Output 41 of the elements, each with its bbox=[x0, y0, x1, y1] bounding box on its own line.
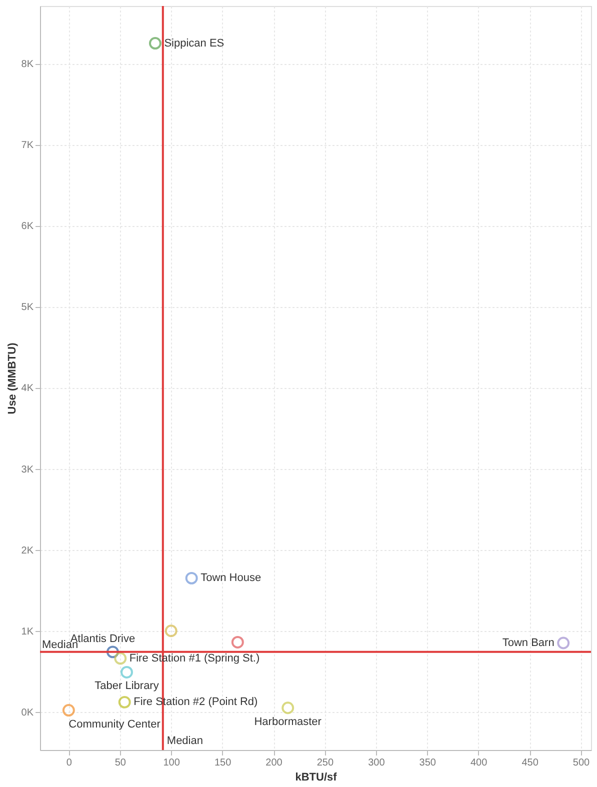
x-axis-title: kBTU/sf bbox=[295, 772, 338, 784]
y-axis-title: Use (MMBTU) bbox=[6, 342, 18, 414]
point bbox=[148, 37, 162, 50]
point bbox=[185, 572, 198, 584]
x-tick-label: 100 bbox=[163, 758, 180, 768]
x-tick-label: 0 bbox=[66, 758, 72, 768]
point bbox=[557, 636, 570, 650]
ref-line-label: Median bbox=[42, 638, 78, 651]
annotation: Harbormaster bbox=[254, 716, 322, 728]
x-tick-label: 150 bbox=[214, 758, 232, 768]
annotation: Town Barn bbox=[502, 637, 554, 650]
x-tick-label: 250 bbox=[316, 758, 334, 768]
y-tick-label: 4K bbox=[21, 383, 34, 394]
point bbox=[114, 652, 127, 665]
y-tick-label: 7K bbox=[21, 140, 34, 152]
x-tick-label: 500 bbox=[572, 758, 590, 768]
x-tick-label: 50 bbox=[114, 758, 126, 768]
y-tick-label: 1K bbox=[21, 626, 34, 638]
x-tick-label: 350 bbox=[419, 758, 436, 768]
y-tick-label: 2K bbox=[21, 545, 34, 556]
point bbox=[62, 704, 75, 717]
annotation: Taber Library bbox=[94, 680, 160, 692]
point bbox=[118, 696, 131, 708]
y-tick-label: 5K bbox=[21, 302, 34, 314]
y-tick-label: 6K bbox=[21, 221, 34, 232]
x-tick-label: 200 bbox=[266, 758, 283, 768]
point bbox=[231, 636, 244, 648]
point bbox=[164, 624, 178, 638]
point bbox=[282, 702, 294, 714]
annotation: Sippican ES bbox=[164, 37, 224, 50]
point bbox=[106, 646, 119, 658]
y-tick-label: 3K bbox=[21, 464, 34, 476]
y-tick-label: 0K bbox=[21, 707, 34, 718]
annotation: Community Center bbox=[68, 718, 161, 730]
x-tick-label: 300 bbox=[368, 758, 386, 768]
annotation: Town House bbox=[200, 572, 262, 584]
point bbox=[120, 666, 133, 678]
ref-line-label: Median bbox=[166, 735, 203, 747]
x-tick-label: 450 bbox=[522, 758, 539, 768]
y-tick-label: 8K bbox=[21, 59, 34, 70]
x-tick-label: 400 bbox=[470, 758, 488, 768]
